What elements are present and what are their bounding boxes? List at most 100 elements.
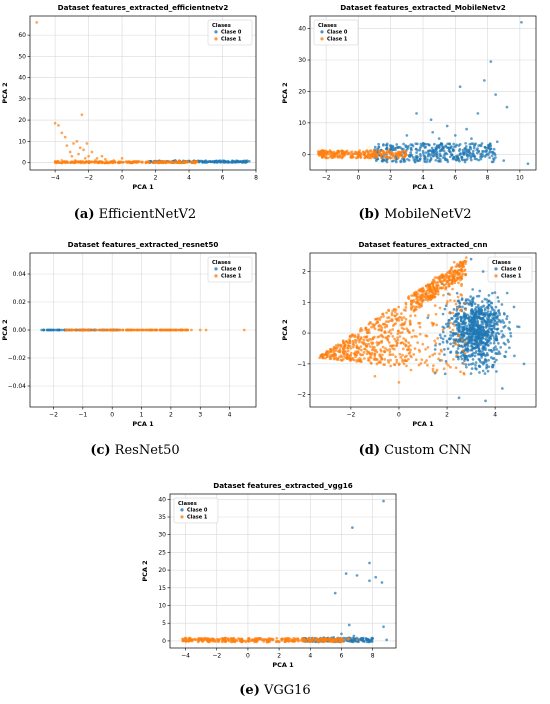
data-point (140, 328, 144, 332)
y-tick-label: −0.02 (8, 355, 27, 362)
data-point (476, 112, 480, 115)
data-point (452, 260, 456, 264)
data-point (91, 160, 94, 164)
data-point (398, 352, 402, 356)
data-point (387, 308, 390, 312)
data-point (487, 294, 491, 297)
data-point (377, 328, 380, 332)
series-clase-1 (181, 636, 359, 644)
data-point (471, 346, 475, 350)
data-point (479, 353, 483, 357)
data-point (450, 317, 454, 320)
scatter-chart-resnet50: Dataset features_extracted_resnet50 −2 −1 0… (1, 240, 257, 428)
data-point (431, 291, 435, 295)
data-point (198, 328, 202, 332)
data-point (397, 381, 401, 384)
data-point (247, 159, 251, 163)
data-point (396, 341, 399, 345)
data-point (424, 347, 427, 351)
data-point (490, 328, 493, 331)
data-point (461, 349, 465, 352)
y-tick-label: −0.04 (8, 383, 27, 390)
data-point (410, 299, 413, 303)
data-point (407, 347, 411, 351)
data-point (393, 337, 396, 341)
y-tick-label: 40 (18, 75, 26, 82)
data-point (474, 361, 478, 364)
x-tick-label: −2 (322, 175, 331, 182)
data-point (338, 155, 342, 159)
data-point (318, 153, 322, 156)
data-point (454, 343, 458, 346)
data-point (362, 639, 366, 643)
legend-title: Clases (318, 23, 337, 29)
data-point (400, 318, 404, 322)
y-tick-label: 0 (302, 151, 306, 158)
data-point (103, 158, 107, 161)
data-point (445, 362, 448, 365)
x-tick-label: −2 (49, 412, 58, 419)
data-point (471, 362, 475, 365)
data-point (395, 319, 399, 322)
data-point (461, 322, 464, 326)
x-tick-label: 2 (389, 175, 393, 182)
data-point (469, 156, 473, 160)
data-point (368, 321, 372, 325)
data-point (400, 147, 404, 151)
data-point (363, 347, 366, 351)
data-point (429, 118, 433, 122)
y-tick-label: 10 (158, 603, 166, 610)
data-point (484, 326, 488, 329)
data-point (374, 322, 378, 325)
data-point (184, 328, 188, 332)
data-point (355, 638, 359, 642)
data-point (421, 286, 425, 290)
data-point (460, 269, 463, 272)
data-point (391, 145, 394, 149)
data-point (327, 637, 331, 640)
data-point (407, 345, 410, 348)
data-point (462, 362, 466, 366)
data-point (424, 151, 428, 155)
data-point (155, 328, 158, 332)
data-point (340, 632, 343, 636)
legend-box (487, 256, 533, 283)
data-point (326, 156, 330, 160)
data-point (399, 331, 402, 335)
data-point (474, 315, 478, 318)
data-point (182, 161, 186, 165)
data-point (466, 348, 470, 351)
data-point (457, 272, 461, 275)
data-point (427, 313, 430, 317)
data-point (442, 283, 446, 287)
data-point (373, 346, 376, 349)
data-point (394, 322, 398, 325)
data-point (465, 153, 469, 157)
data-point (415, 291, 418, 294)
data-point (488, 156, 491, 159)
data-point (436, 292, 440, 296)
data-point (400, 312, 403, 316)
data-point (341, 351, 345, 354)
data-point (453, 269, 457, 272)
data-point (363, 357, 366, 360)
data-point (361, 353, 365, 357)
data-point (470, 344, 473, 347)
data-point (358, 329, 362, 333)
legend-box (313, 19, 359, 46)
data-point (443, 334, 447, 338)
data-point (374, 575, 378, 579)
data-point (449, 299, 452, 302)
data-point (321, 153, 325, 157)
data-point (460, 297, 464, 300)
x-tick-label: −2 (346, 412, 355, 419)
data-point (478, 371, 481, 374)
data-point (443, 353, 446, 356)
x-tick-label: 8 (254, 175, 258, 182)
data-point (464, 308, 468, 312)
data-point (434, 344, 437, 347)
data-point (451, 287, 454, 291)
data-point (436, 336, 439, 340)
data-point (374, 149, 378, 153)
data-point (448, 311, 451, 315)
